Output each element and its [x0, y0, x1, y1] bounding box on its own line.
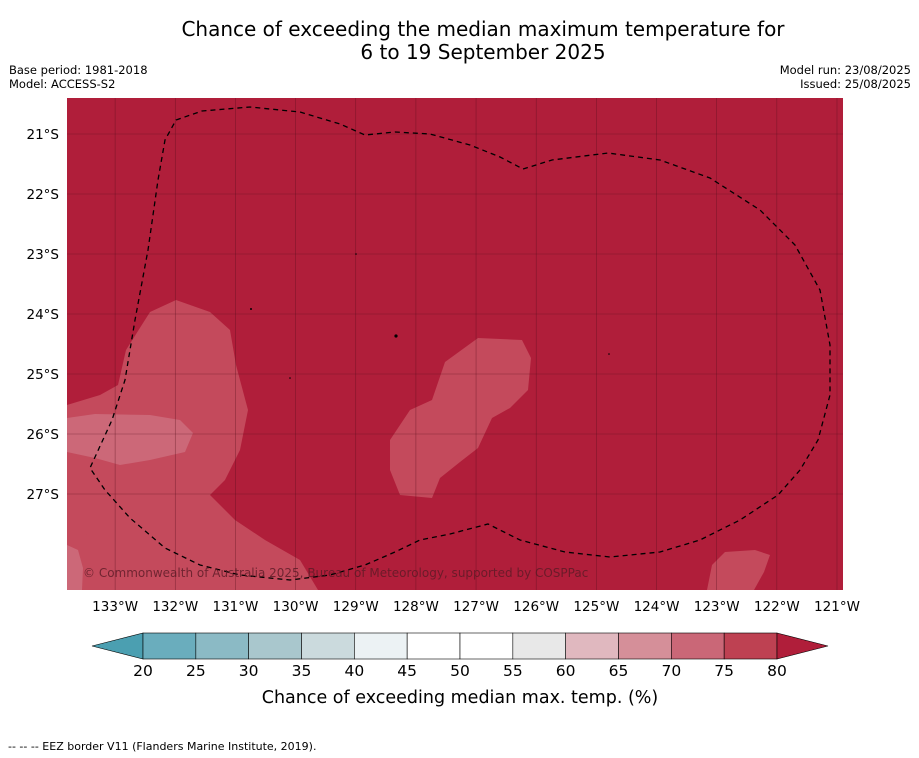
title-line-1: Chance of exceeding the median maximum t…	[181, 17, 785, 41]
colorbar-segment	[354, 632, 408, 660]
colorbar-extend-low	[91, 632, 144, 660]
model-run-text: Model run: 23/08/2025	[779, 63, 911, 77]
colorbar-tick-label: 50	[450, 662, 470, 680]
lat-tick-label: 26°S	[27, 427, 60, 443]
lon-tick-label: 121°W	[814, 599, 860, 615]
lat-tick-label: 27°S	[27, 487, 60, 503]
colorbar-tick-label: 65	[609, 662, 629, 680]
colorbar-tick-label: 75	[714, 662, 734, 680]
contour-region-70-75-west	[67, 414, 193, 465]
lat-tick-label: 25°S	[27, 367, 60, 383]
colorbar-tick-label: 60	[556, 662, 576, 680]
contour-region-75-80-southeast	[707, 550, 770, 590]
lon-tick-label: 129°W	[333, 599, 379, 615]
lon-tick-label: 131°W	[212, 599, 258, 615]
issued-text: Issued: 25/08/2025	[800, 77, 911, 91]
chart-title: Chance of exceeding the median maximum t…	[0, 18, 919, 64]
colorbar-segment	[301, 632, 355, 660]
lat-tick-label: 23°S	[27, 247, 60, 263]
colorbar-segment	[248, 632, 302, 660]
contour-region-75-80-west	[67, 300, 318, 590]
colorbar-tick-label: 35	[292, 662, 312, 680]
lon-tick-label: 127°W	[453, 599, 499, 615]
colorbar-segment	[723, 632, 778, 660]
colorbar-extend-high	[776, 632, 829, 660]
lon-tick-label: 124°W	[634, 599, 680, 615]
lon-tick-label: 125°W	[573, 599, 619, 615]
title-line-2: 6 to 19 September 2025	[360, 40, 606, 64]
colorbar-tick-label: 70	[661, 662, 681, 680]
base-period-text: Base period: 1981-2018	[9, 63, 148, 77]
eez-footnote: -- -- -- EEZ border V11 (Flanders Marine…	[8, 740, 317, 753]
copyright-text: © Commonwealth of Australia 2025, Bureau…	[83, 566, 588, 580]
colorbar-segment	[195, 632, 249, 660]
colorbar-tick-label: 55	[503, 662, 523, 680]
colorbar-label: Chance of exceeding median max. temp. (%…	[262, 688, 659, 708]
eez-border-line	[89, 106, 831, 581]
colorbar-tick-label: 25	[186, 662, 206, 680]
lon-tick-label: 132°W	[152, 599, 198, 615]
meta-left: Base period: 1981-2018 Model: ACCESS-S2	[9, 63, 148, 91]
model-text: Model: ACCESS-S2	[9, 77, 116, 91]
longitude-labels: 133°W 132°W 131°W 130°W 129°W 128°W 127°W 126°W…	[92, 599, 860, 615]
colorbar-segment	[618, 632, 672, 660]
lon-tick-label: 130°W	[273, 599, 319, 615]
lat-tick-label: 21°S	[27, 127, 60, 143]
latitude-labels: 21°S 22°S 23°S 24°S 25°S 26°S 27°S	[27, 127, 60, 503]
colorbar-segment	[565, 632, 619, 660]
island-markers	[250, 253, 610, 379]
colorbar-segment	[671, 632, 725, 660]
lon-tick-label: 128°W	[393, 599, 439, 615]
colorbar-tick-label: 45	[397, 662, 417, 680]
colorbar-segment	[142, 632, 197, 660]
colorbar-tick-label: 40	[344, 662, 364, 680]
colorbar-tick-label: 30	[239, 662, 259, 680]
contour-region-70-75-southwest	[67, 545, 83, 590]
colorbar-segment	[406, 632, 461, 660]
colorbar-tick-label: 80	[767, 662, 787, 680]
colorbar-segment	[459, 632, 514, 660]
meta-right: Model run: 23/08/2025 Issued: 25/08/2025	[780, 63, 911, 91]
lon-tick-label: 122°W	[754, 599, 800, 615]
map-plot-area	[67, 98, 843, 590]
lat-tick-label: 24°S	[27, 307, 60, 323]
colorbar: 20 25 30 35 40 45 50 55 60 65 70 75 80	[91, 632, 829, 680]
lon-tick-label: 126°W	[513, 599, 559, 615]
colorbar-segment	[512, 632, 566, 660]
colorbar-tick-label: 20	[133, 662, 153, 680]
lat-tick-label: 22°S	[27, 187, 60, 203]
grid-lines	[67, 98, 843, 590]
lon-tick-label: 133°W	[92, 599, 138, 615]
lon-tick-label: 123°W	[694, 599, 740, 615]
contour-region-75-80-centre	[390, 338, 531, 498]
